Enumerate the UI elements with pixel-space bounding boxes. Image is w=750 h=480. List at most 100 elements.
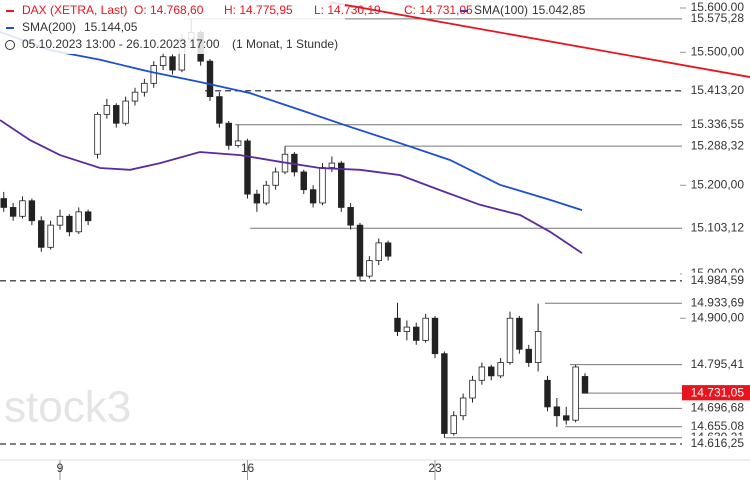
level-label: 14.731,05 xyxy=(691,385,745,399)
candle-body xyxy=(225,122,232,146)
candle-body xyxy=(563,415,570,421)
candle-body xyxy=(431,317,439,355)
candle-body xyxy=(375,242,382,262)
candle-body xyxy=(169,56,176,71)
level-label-bg xyxy=(682,272,750,289)
candle-body xyxy=(28,200,36,222)
candle-body xyxy=(216,96,223,124)
candle-body xyxy=(263,184,270,204)
legend-ohlc: H: 14.775,95 xyxy=(224,3,293,17)
candle-body xyxy=(525,348,532,363)
candle-body xyxy=(459,397,467,417)
level-label: 14.933,69 xyxy=(691,295,745,309)
candle-body xyxy=(38,220,45,248)
candle-body xyxy=(309,189,317,204)
candle-body xyxy=(497,362,504,377)
level-label: 15.413,20 xyxy=(691,83,745,97)
candle-body xyxy=(94,113,101,155)
candle-body xyxy=(581,376,589,394)
candle-body xyxy=(84,211,92,222)
level-label: 15.336,55 xyxy=(691,117,745,131)
level-label-bg xyxy=(682,356,750,373)
level-label-bg xyxy=(682,138,750,155)
y-tick-label: 15.600,00 xyxy=(691,0,745,14)
x-tick-label: 23 xyxy=(428,461,442,475)
level-label-bg xyxy=(682,220,750,237)
y-tick-label: 14.900,00 xyxy=(691,310,745,324)
candle-body xyxy=(506,317,514,363)
candle-body xyxy=(572,366,579,421)
level-label: 15.103,12 xyxy=(691,220,745,234)
clock-icon xyxy=(5,40,15,50)
candle-body xyxy=(103,105,111,115)
watermark: stock3 xyxy=(4,383,131,432)
candle-body xyxy=(413,326,420,341)
line-series xyxy=(0,119,583,254)
line-series xyxy=(329,1,750,78)
level-label-bg xyxy=(682,400,750,417)
legend-interval: (1 Monat, 1 Stunde) xyxy=(232,37,338,51)
candle-body xyxy=(338,162,345,208)
legend-ohlc: L: 14.730,19 xyxy=(314,3,381,17)
candle-body xyxy=(328,162,336,168)
candle-body xyxy=(356,224,364,277)
candle-body xyxy=(319,167,326,204)
legend-name: SMA(200) xyxy=(22,20,76,34)
x-tick-label: 9 xyxy=(57,461,64,475)
x-tick-label: 16 xyxy=(241,461,255,475)
candle-body xyxy=(75,211,82,233)
candle-body xyxy=(450,415,457,434)
level-label: 15.288,32 xyxy=(691,138,745,152)
candle-body xyxy=(469,379,476,399)
legend-title: DAX (XETRA, Last) xyxy=(22,3,127,17)
candle-body xyxy=(244,140,251,195)
candle-body xyxy=(122,100,129,124)
candle-body xyxy=(19,200,26,217)
candle-body xyxy=(394,317,401,332)
legend-ohlc: C: 14.731,05 xyxy=(404,3,473,17)
candle-body xyxy=(488,366,495,377)
y-tick-label: 15.200,00 xyxy=(691,177,745,191)
candle-body xyxy=(553,406,561,417)
candle-body xyxy=(150,65,157,84)
candle-body xyxy=(141,82,148,93)
level-label-bg xyxy=(682,385,750,402)
level-label-bg xyxy=(682,295,750,312)
level-label: 14.795,41 xyxy=(691,357,745,371)
level-label-bg xyxy=(682,435,750,452)
candle-body xyxy=(206,60,214,98)
candle-body xyxy=(347,207,354,226)
candle-body xyxy=(300,171,307,191)
legend-value: 15.042,85 xyxy=(532,3,586,17)
candle-body xyxy=(478,366,486,381)
candle-body xyxy=(253,193,261,204)
candle-body xyxy=(113,105,120,124)
legend-ohlc: O: 14.768,60 xyxy=(134,3,204,17)
candle-body xyxy=(56,215,64,226)
candle-body xyxy=(272,171,279,186)
candle-body xyxy=(403,326,411,332)
candle-body xyxy=(131,91,139,102)
level-label: 14.616,25 xyxy=(691,436,745,450)
candle-body xyxy=(47,224,54,248)
level-label: 14.984,59 xyxy=(691,273,745,287)
legend-bg xyxy=(0,0,345,54)
level-label: 14.696,68 xyxy=(691,401,745,415)
candle-body xyxy=(9,207,17,217)
candle-body xyxy=(234,140,242,146)
level-label-bg xyxy=(682,10,750,27)
legend-period: 05.10.2023 13:00 - 26.10.2023 17:00 xyxy=(22,37,220,51)
line-series xyxy=(0,31,583,211)
candle-body xyxy=(422,317,429,341)
level-label: 14.655,08 xyxy=(691,419,745,433)
candle-body xyxy=(441,353,448,434)
candle-body xyxy=(0,198,7,208)
candle-body xyxy=(516,317,523,350)
candle-body xyxy=(159,56,167,66)
legend-value: 15.144,05 xyxy=(84,20,138,34)
level-label-bg xyxy=(682,116,750,133)
candle-body xyxy=(544,379,551,408)
legend-name: SMA(100) xyxy=(474,3,528,17)
